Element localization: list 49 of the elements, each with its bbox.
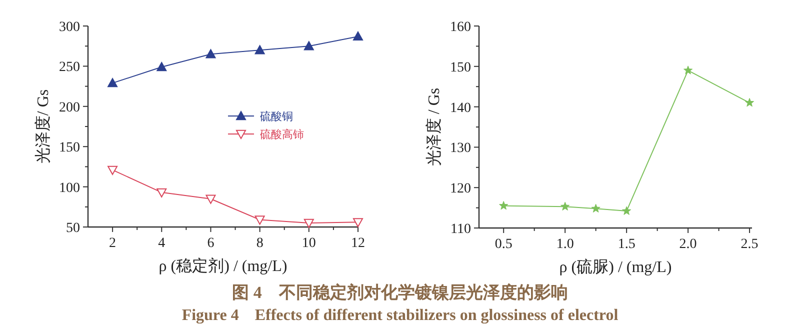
- x-tick-label: 1.5: [618, 237, 636, 252]
- x-tick-label: 8: [256, 236, 264, 251]
- point: [745, 98, 754, 107]
- legend-label: 硫酸铜: [260, 110, 293, 123]
- y-tick-label: 130: [450, 141, 471, 156]
- x-axis-title: ρ (硫脲) / (mg/L): [559, 258, 672, 276]
- y-tick-label: 150: [59, 140, 80, 156]
- point: [254, 216, 265, 225]
- point: [353, 31, 363, 41]
- point: [622, 206, 632, 215]
- y-tick-label: 50: [66, 221, 80, 236]
- y-tick-label: 250: [59, 60, 80, 76]
- point: [353, 218, 363, 228]
- point: [108, 166, 118, 175]
- point: [156, 188, 167, 198]
- point: [560, 202, 570, 210]
- x-tick-label: 10: [302, 236, 316, 251]
- point: [499, 201, 508, 210]
- y-tick-label: 300: [59, 20, 80, 35]
- point: [591, 204, 600, 212]
- y-tick-label: 120: [450, 182, 471, 197]
- x-tick-label: 12: [351, 236, 365, 251]
- point: [254, 45, 265, 54]
- point: [156, 62, 167, 72]
- x-axis-title: ρ (稳定剂) / (mg/L): [158, 257, 288, 275]
- point: [206, 194, 216, 204]
- point: [108, 78, 118, 88]
- point: [206, 49, 216, 58]
- caption: Figure 4 Effects of different stabilizers on glossiness of electrol: [182, 307, 619, 324]
- y-axis-title: 光泽度/ Gs: [34, 89, 52, 164]
- point: [684, 66, 693, 74]
- x-tick-label: 2.5: [740, 237, 758, 252]
- point: [304, 41, 314, 50]
- x-tick-label: 2: [109, 236, 116, 251]
- x-tick-label: 4: [158, 236, 166, 251]
- y-tick-label: 110: [450, 222, 471, 237]
- y-tick-label: 100: [59, 180, 80, 196]
- legend-label: 硫酸高铈: [260, 128, 304, 141]
- y-tick-label: 140: [450, 100, 471, 116]
- x-tick-label: 0.5: [494, 237, 512, 252]
- caption: 图 4 不同稳定剂对化学镀镍层光泽度的影响: [232, 283, 568, 302]
- y-tick-label: 200: [59, 100, 80, 116]
- y-axis-title: 光泽度 / Gs: [425, 88, 443, 166]
- y-tick-label: 160: [450, 20, 471, 35]
- y-tick-label: 150: [450, 60, 471, 76]
- x-tick-label: 2.0: [679, 237, 697, 252]
- x-tick-label: 1.0: [556, 237, 574, 252]
- point: [304, 218, 314, 228]
- x-tick-label: 6: [207, 236, 214, 251]
